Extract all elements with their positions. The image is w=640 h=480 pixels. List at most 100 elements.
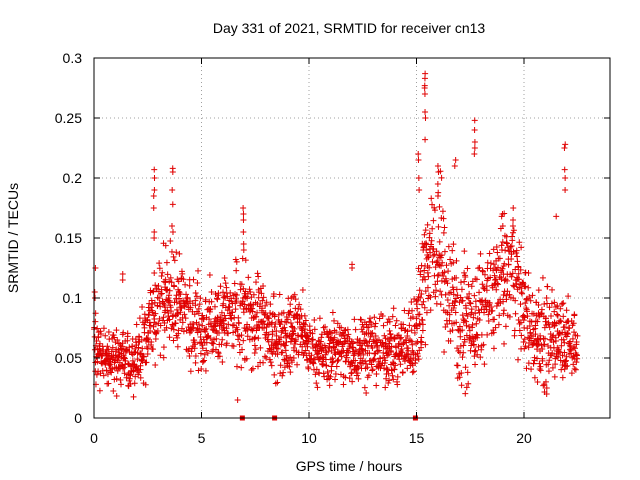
data-point	[458, 382, 465, 389]
data-point	[421, 304, 428, 311]
data-point	[365, 372, 372, 379]
data-point	[363, 339, 370, 346]
data-point	[197, 328, 204, 335]
data-point	[208, 298, 215, 305]
data-point	[516, 320, 523, 327]
data-point	[416, 320, 423, 327]
data-point	[230, 343, 237, 350]
data-point	[512, 310, 519, 317]
y-tick-label: 0.25	[55, 110, 82, 126]
data-point	[429, 225, 436, 232]
data-point	[156, 295, 163, 302]
data-point	[543, 294, 550, 301]
data-point	[328, 367, 335, 374]
data-point	[507, 243, 514, 250]
data-point	[335, 356, 342, 363]
data-point	[423, 247, 430, 254]
y-tick-label: 0	[74, 410, 82, 426]
data-point	[462, 364, 469, 371]
data-point	[495, 264, 502, 271]
data-point	[483, 283, 490, 290]
data-point	[165, 299, 172, 306]
data-point	[235, 336, 242, 343]
data-point	[385, 380, 392, 387]
data-point	[445, 268, 452, 275]
data-point	[215, 350, 222, 357]
data-point	[457, 279, 464, 286]
data-point	[574, 332, 581, 339]
data-point	[113, 327, 120, 334]
data-point	[358, 316, 365, 323]
data-point	[532, 331, 539, 338]
data-point	[382, 357, 389, 364]
data-point	[92, 318, 99, 325]
data-point	[262, 302, 269, 309]
data-point	[496, 255, 503, 262]
data-point	[546, 304, 553, 311]
data-point	[408, 299, 415, 306]
data-point	[192, 353, 199, 360]
data-point	[314, 384, 321, 391]
data-point	[213, 295, 220, 302]
data-point	[168, 223, 175, 229]
data-point	[524, 308, 531, 315]
data-point	[515, 276, 522, 283]
data-point	[252, 346, 259, 353]
data-point	[316, 315, 323, 322]
data-point	[535, 301, 542, 308]
data-point	[352, 357, 359, 364]
data-point	[560, 336, 567, 343]
data-point	[380, 322, 387, 329]
data-point	[198, 366, 205, 373]
data-point	[418, 339, 425, 346]
data-point	[187, 304, 194, 311]
data-point	[350, 344, 357, 351]
data-point	[558, 366, 565, 373]
data-point	[160, 354, 167, 361]
data-point	[462, 390, 469, 397]
data-point	[515, 270, 522, 277]
data-point	[217, 283, 224, 290]
data-point	[326, 340, 333, 347]
data-point	[364, 364, 371, 371]
data-point	[569, 354, 576, 361]
data-point	[305, 365, 312, 372]
data-point	[291, 325, 298, 332]
data-point	[332, 370, 339, 377]
data-point	[490, 261, 497, 268]
data-point	[472, 303, 479, 310]
data-point	[475, 343, 482, 350]
data-point	[108, 369, 115, 376]
x-tick-label: 10	[301, 430, 317, 446]
data-point	[554, 302, 561, 309]
data-point	[389, 359, 396, 366]
data-point	[394, 373, 401, 380]
data-point	[322, 356, 329, 363]
data-point	[444, 280, 451, 287]
data-point	[225, 321, 232, 328]
data-point	[413, 322, 420, 329]
data-point	[366, 350, 373, 357]
data-point	[520, 338, 527, 345]
data-point	[333, 363, 340, 370]
data-point	[430, 246, 437, 253]
data-point	[449, 327, 456, 334]
data-point	[452, 157, 459, 163]
x-tick-label: 5	[198, 430, 206, 446]
data-point	[561, 166, 568, 173]
data-point	[253, 279, 260, 286]
data-point	[452, 309, 459, 316]
y-tick-labels: 0 0.05 0.1 0.15 0.2 0.25 0.3	[55, 50, 82, 426]
data-point	[514, 258, 521, 265]
data-point	[351, 316, 358, 323]
data-point	[311, 326, 318, 333]
data-point	[363, 389, 370, 396]
data-point	[446, 311, 453, 318]
data-point	[542, 335, 549, 342]
data-point	[152, 336, 159, 343]
data-point	[118, 381, 125, 388]
data-point	[390, 376, 397, 383]
data-point	[496, 312, 503, 319]
data-point	[540, 382, 547, 389]
data-point	[173, 249, 180, 256]
